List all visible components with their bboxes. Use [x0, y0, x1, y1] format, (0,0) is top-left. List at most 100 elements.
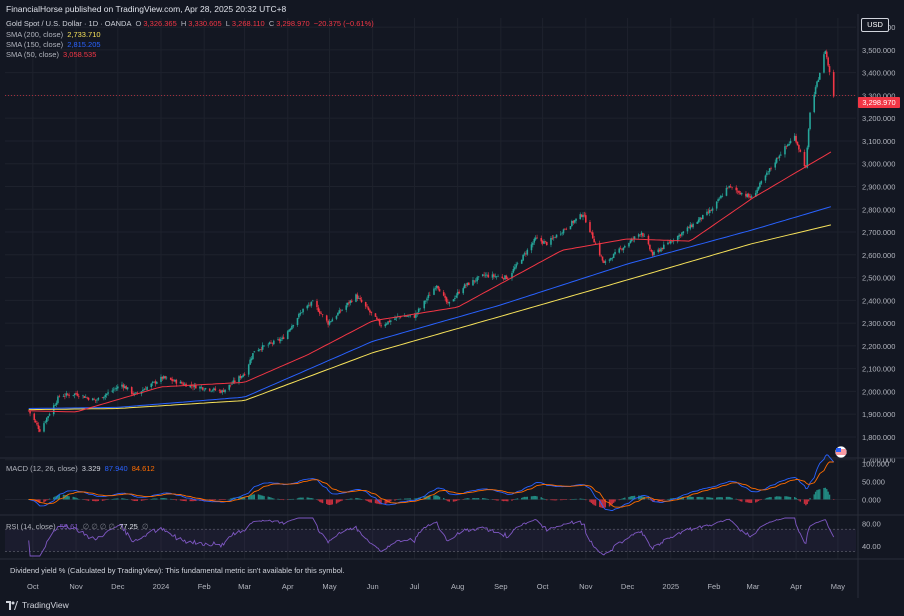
macd-histogram-bar	[826, 489, 828, 500]
candle-body	[481, 274, 484, 277]
macd-histogram-bar	[307, 497, 310, 500]
macd-histogram-bar	[710, 497, 712, 500]
candle-body	[473, 280, 476, 282]
us-flag-icon[interactable]	[834, 446, 848, 458]
candle-body	[540, 238, 543, 242]
candle-body	[359, 297, 361, 300]
sma200-legend[interactable]: SMA (200, close) 2,733.710	[6, 30, 103, 39]
price-axis-tick: 3,000.000	[862, 160, 895, 169]
macd-histogram-bar	[799, 499, 801, 502]
candle-body	[309, 304, 311, 306]
macd-histogram-bar	[589, 499, 591, 502]
candle-body	[598, 242, 601, 256]
candle-body	[637, 234, 640, 237]
candle-body	[384, 324, 387, 327]
candle-body	[633, 236, 636, 240]
rsi-axis-tick: 40.00	[862, 542, 881, 551]
macd-histogram-bar	[172, 499, 175, 500]
candle-body	[682, 231, 685, 234]
ohlc-open-label: O	[135, 19, 142, 28]
macd-hist-value: 3.329	[81, 464, 101, 473]
candle-body	[448, 301, 451, 304]
candle-body	[199, 386, 201, 389]
candle-body	[380, 325, 382, 327]
rsi-legend[interactable]: RSI (14, close) 59.61 ∅ ∅ ∅ ∅ 77.25 ∅	[6, 522, 150, 531]
candle-body	[395, 316, 398, 319]
macd-histogram-bar	[759, 499, 761, 501]
macd-histogram-bar	[487, 499, 490, 500]
rsi-band	[5, 529, 856, 552]
macd-histogram-bar	[87, 499, 90, 501]
macd-histogram-bar	[46, 499, 48, 501]
candle-body	[94, 399, 97, 401]
candle-body	[112, 389, 115, 391]
macd-histogram-bar	[341, 499, 343, 501]
candle-body	[87, 397, 90, 400]
candle-body	[523, 253, 526, 255]
candle-body	[807, 129, 810, 148]
candle-body	[583, 214, 586, 216]
macd-histogram-bar	[150, 499, 152, 500]
macd-histogram-bar	[309, 497, 311, 500]
macd-histogram-bar	[699, 496, 701, 500]
candle-body	[692, 223, 694, 228]
time-axis-tick: 2025	[662, 582, 679, 591]
macd-histogram-bar	[716, 497, 718, 500]
candle-body	[564, 228, 566, 230]
macd-legend[interactable]: MACD (12, 26, close) 3.329 87.940 84.612	[6, 464, 157, 473]
candle-body	[39, 429, 41, 432]
candle-body	[423, 300, 426, 309]
candle-body	[29, 410, 31, 414]
macd-histogram-bar	[288, 499, 290, 500]
candle-body	[629, 240, 632, 243]
macd-histogram-bar	[668, 498, 671, 500]
macd-histogram-bar	[189, 499, 191, 502]
macd-histogram-bar	[281, 499, 283, 500]
macd-histogram-bar	[213, 499, 215, 501]
macd-histogram-bar	[220, 499, 222, 501]
macd-histogram-bar	[807, 499, 810, 502]
candle-body	[101, 397, 104, 399]
macd-histogram-bar	[268, 496, 271, 500]
macd-histogram-bar	[48, 498, 51, 500]
candle-body	[582, 215, 584, 218]
candle-body	[193, 384, 196, 387]
candle-body	[736, 190, 739, 192]
candle-body	[201, 387, 204, 390]
candle-body	[760, 181, 763, 184]
candle-body	[756, 189, 758, 194]
sma150-legend[interactable]: SMA (150, close) 2,815.205	[6, 40, 103, 49]
macd-histogram-bar	[107, 499, 109, 500]
candle-body	[463, 284, 466, 289]
currency-button[interactable]: USD	[861, 18, 889, 32]
macd-histogram-bar	[592, 499, 594, 505]
macd-histogram-bar	[316, 499, 318, 500]
macd-histogram-bar	[618, 499, 620, 501]
candle-body	[668, 242, 671, 244]
macd-histogram-bar	[239, 497, 242, 500]
macd-histogram-bar	[229, 498, 232, 500]
macd-histogram-bar	[175, 499, 178, 501]
macd-histogram-bar	[628, 496, 630, 500]
candle-body	[126, 387, 129, 390]
candle-body	[710, 210, 712, 212]
macd-histogram-bar	[794, 497, 796, 500]
macd-histogram-bar	[785, 496, 788, 500]
macd-histogram-bar	[633, 495, 636, 500]
macd-histogram-bar	[267, 496, 269, 500]
macd-histogram-bar	[397, 499, 399, 500]
tradingview-brand[interactable]: TradingView	[6, 600, 69, 610]
candle-body	[220, 390, 222, 393]
candle-body	[435, 285, 438, 288]
macd-histogram-bar	[278, 499, 281, 500]
macd-histogram-bar	[476, 498, 478, 500]
sma50-legend[interactable]: SMA (50, close) 3,058.535	[6, 50, 98, 59]
candle-body	[175, 379, 178, 384]
macd-histogram-bar	[452, 499, 455, 502]
macd-histogram-bar	[427, 495, 430, 500]
candle-body	[533, 238, 536, 243]
macd-histogram-bar	[575, 498, 577, 500]
macd-histogram-bar	[612, 499, 615, 503]
candle-body	[288, 329, 290, 332]
